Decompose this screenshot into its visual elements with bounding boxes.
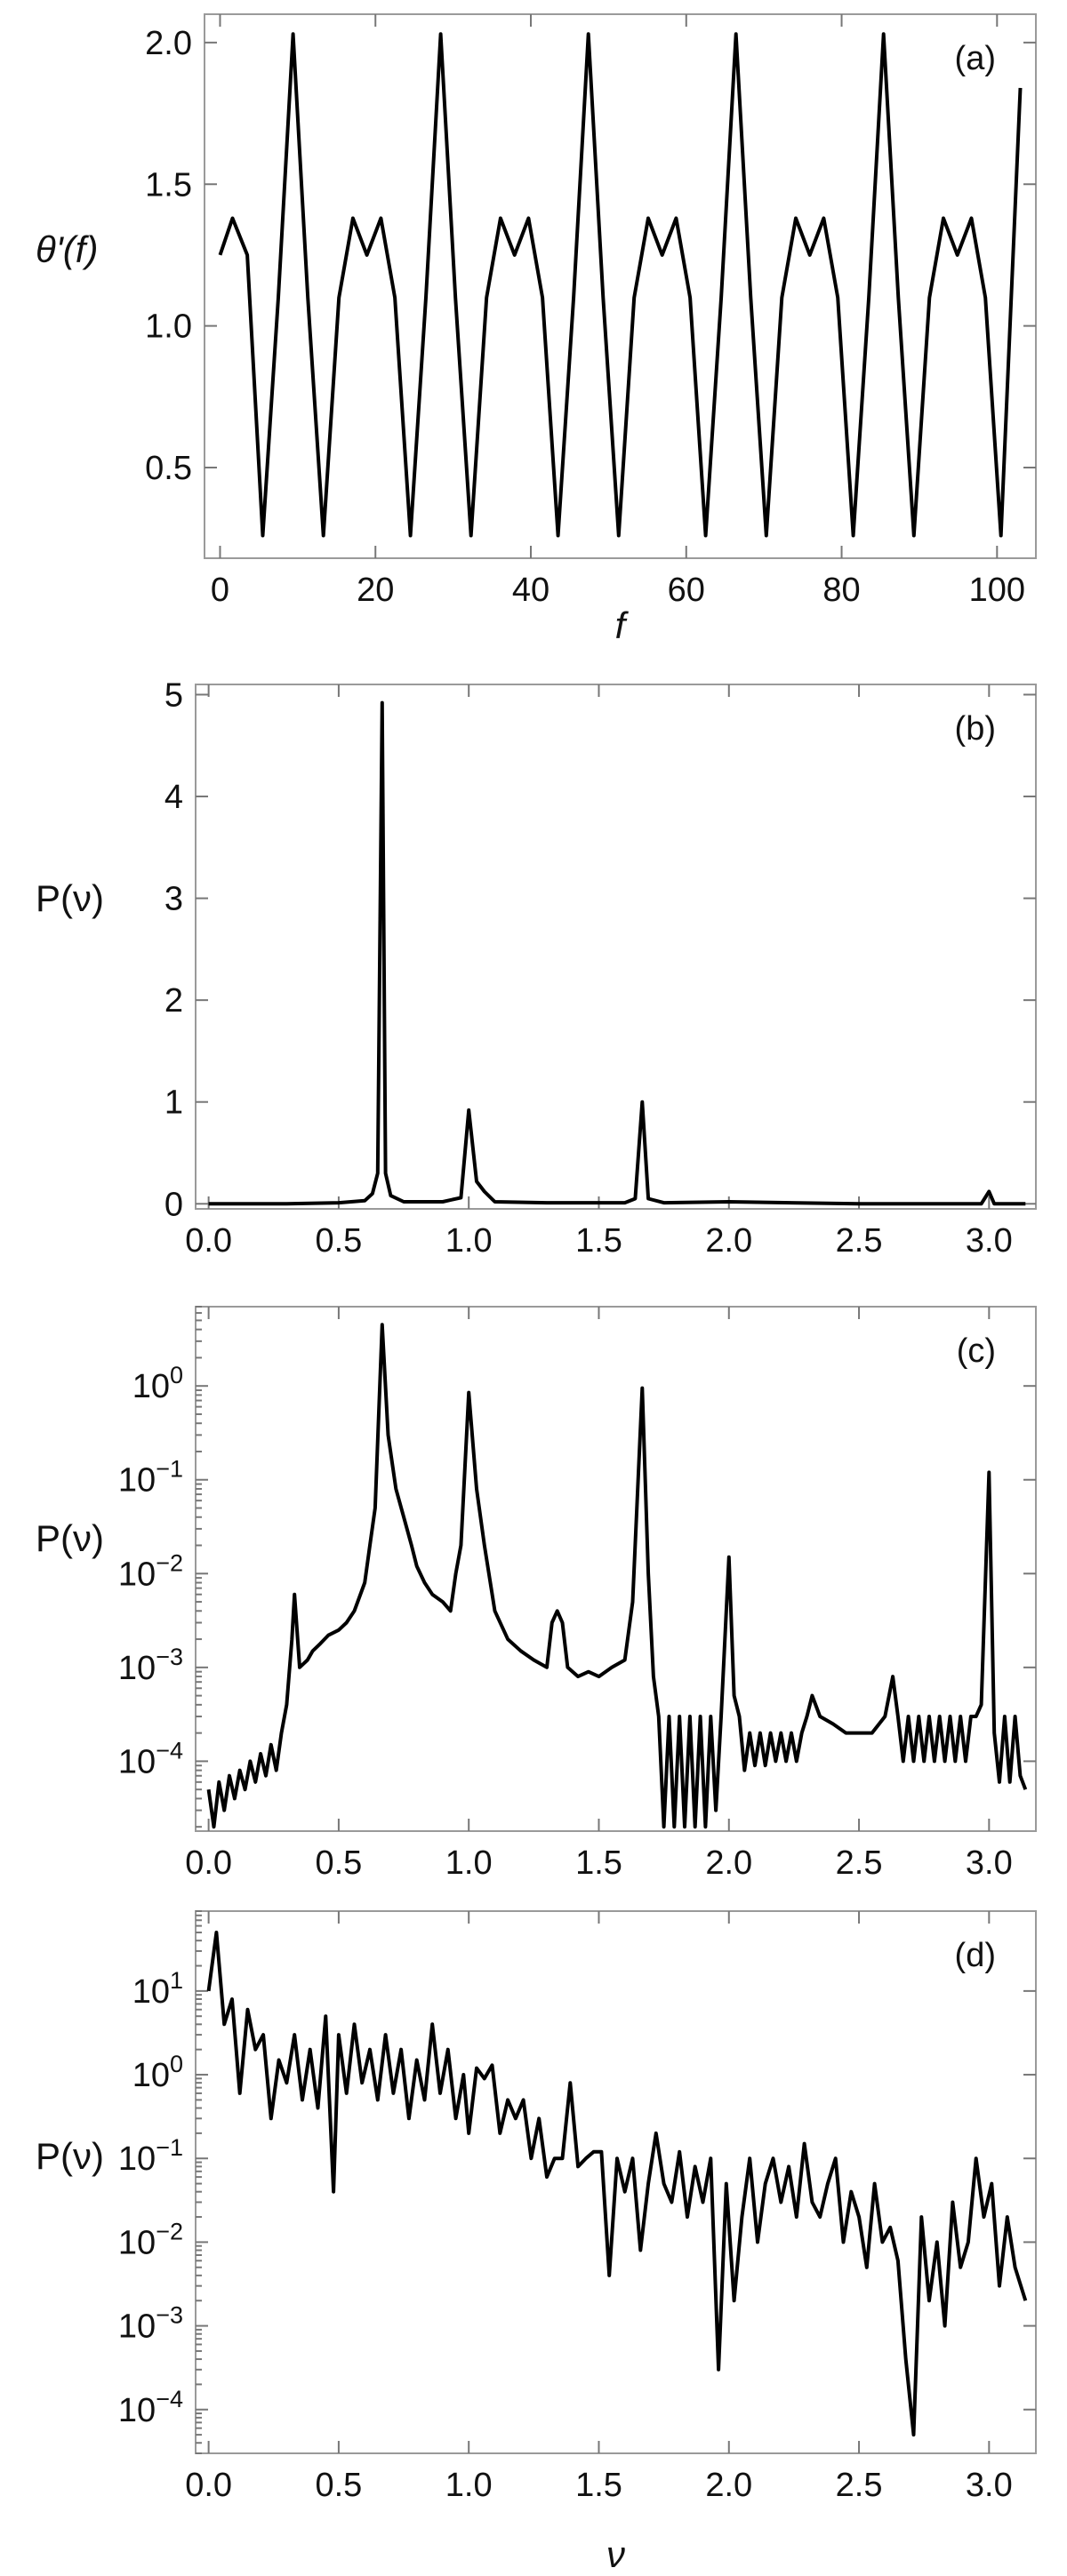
y-axis-label: P(ν) xyxy=(36,2135,104,2177)
x-axis-label: f xyxy=(615,604,630,646)
tick-exponent: −1 xyxy=(156,2134,183,2161)
x-tick-label: 3.0 xyxy=(966,2467,1013,2504)
tick-exponent: −1 xyxy=(156,1456,183,1483)
x-tick-label: 2.0 xyxy=(705,1844,752,1882)
tick-base: 10 xyxy=(118,2140,156,2178)
tick-exponent: −3 xyxy=(156,1644,183,1670)
y-tick-label: 3 xyxy=(164,881,183,918)
y-tick-label: 10−2 xyxy=(118,1549,183,1593)
x-tick-label: 40 xyxy=(512,572,550,609)
x-tick-label: 3.0 xyxy=(966,1222,1013,1260)
y-tick-label: 10−3 xyxy=(118,2302,183,2346)
panel-label: (b) xyxy=(955,710,996,748)
y-tick-label: 2.0 xyxy=(145,25,192,62)
plot-frame xyxy=(204,13,1037,559)
x-tick-label: 2.5 xyxy=(836,1222,883,1260)
y-tick-label: 10−1 xyxy=(118,2134,183,2178)
tick-base: 10 xyxy=(118,2224,156,2261)
y-tick-label: 0.5 xyxy=(145,450,192,487)
x-tick-label: 20 xyxy=(357,572,394,609)
x-tick-label: 0.5 xyxy=(315,1844,362,1882)
series-line xyxy=(206,1931,1028,2437)
y-tick-label: 10−4 xyxy=(118,2386,183,2429)
y-axis-label: P(ν) xyxy=(36,1517,104,1559)
x-tick-label: 1.0 xyxy=(445,2467,493,2504)
tick-exponent: −2 xyxy=(156,2218,183,2244)
tick-exponent: −4 xyxy=(156,1737,183,1764)
x-tick-label: 1.0 xyxy=(445,1844,493,1882)
tick-base: 10 xyxy=(132,1973,170,2011)
y-tick-label: 1.5 xyxy=(145,166,192,204)
x-tick-label: 1.5 xyxy=(575,2467,622,2504)
x-tick-label: 2.0 xyxy=(705,1222,752,1260)
y-tick-label: 1.0 xyxy=(145,308,192,346)
y-tick-label: 101 xyxy=(132,1967,183,2011)
x-tick-label: 2.0 xyxy=(705,2467,752,2504)
panel-d: 0.0 0.5 1.0 1.5 2.0 2.5 3.010110010−110−210−31… xyxy=(36,1910,1037,2575)
x-tick-label: 0.5 xyxy=(315,1222,362,1260)
x-tick-label: 1.5 xyxy=(575,1222,622,1260)
y-tick-label: 4 xyxy=(164,779,183,816)
y-axis-label: P(ν) xyxy=(36,877,104,919)
y-tick-label: 5 xyxy=(164,676,183,714)
tick-exponent: −4 xyxy=(156,2386,183,2412)
tick-exponent: −3 xyxy=(156,2302,183,2329)
tick-base: 10 xyxy=(132,2057,170,2094)
y-tick-label: 0 xyxy=(164,1186,183,1223)
panel-label: (c) xyxy=(957,1332,996,1370)
tick-exponent: −2 xyxy=(156,1549,183,1576)
x-tick-label: 0 xyxy=(211,572,229,609)
tick-exponent: 0 xyxy=(170,1362,183,1388)
x-axis-label: ν xyxy=(606,2533,625,2575)
panel-c: 0.0 0.5 1.0 1.5 2.0 2.5 3.010010−110−210−310−4… xyxy=(36,1306,1037,1882)
y-tick-label: 100 xyxy=(132,2051,183,2094)
y-tick-label: 100 xyxy=(132,1362,183,1405)
x-tick-label: 1.5 xyxy=(575,1844,622,1882)
tick-base: 10 xyxy=(132,1368,170,1405)
plot-frame xyxy=(195,1306,1037,1832)
tick-base: 10 xyxy=(118,1462,156,1500)
tick-base: 10 xyxy=(118,2308,156,2346)
tick-base: 10 xyxy=(118,1556,156,1593)
y-axis-label: θ'(f) xyxy=(36,228,98,270)
x-tick-label: 2.5 xyxy=(836,2467,883,2504)
x-tick-label: 60 xyxy=(668,572,705,609)
panel-label: (d) xyxy=(955,1937,996,1974)
x-tick-label: 0.0 xyxy=(185,1844,232,1882)
y-tick-label: 10−4 xyxy=(118,1737,183,1780)
y-tick-label: 2 xyxy=(164,982,183,1020)
panel-label: (a) xyxy=(955,40,996,77)
x-tick-label: 0.0 xyxy=(185,1222,232,1260)
series-line xyxy=(206,1323,1028,1829)
y-tick-label: 10−2 xyxy=(118,2218,183,2261)
plot-frame xyxy=(195,684,1037,1210)
panel-a: 0 20 40 60 80 100 0.5 1.0 1.5 2.0 (a) θ'(f) f xyxy=(36,13,1037,646)
x-tick-label: 80 xyxy=(822,572,860,609)
tick-exponent: 0 xyxy=(170,2051,183,2077)
panel-b: 0.0 0.5 1.0 1.5 2.0 2.5 3.0 0 1 2 3 4 5 (b) P(ν) xyxy=(36,676,1037,1260)
y-tick-label: 10−3 xyxy=(118,1644,183,1687)
tick-base: 10 xyxy=(118,2392,156,2429)
x-tick-label: 3.0 xyxy=(966,1844,1013,1882)
tick-base: 10 xyxy=(118,1650,156,1687)
y-tick-label: 10−1 xyxy=(118,1456,183,1500)
x-tick-label: 0.5 xyxy=(315,2467,362,2504)
x-tick-label: 2.5 xyxy=(836,1844,883,1882)
x-tick-label: 100 xyxy=(969,572,1025,609)
tick-exponent: 1 xyxy=(170,1967,183,1994)
x-tick-label: 0.0 xyxy=(185,2467,232,2504)
series-line xyxy=(218,32,1023,538)
tick-base: 10 xyxy=(118,1743,156,1780)
x-tick-label: 1.0 xyxy=(445,1222,493,1260)
series-line xyxy=(208,700,1026,1206)
plot-frame xyxy=(195,1910,1037,2454)
y-tick-label: 1 xyxy=(164,1084,183,1122)
